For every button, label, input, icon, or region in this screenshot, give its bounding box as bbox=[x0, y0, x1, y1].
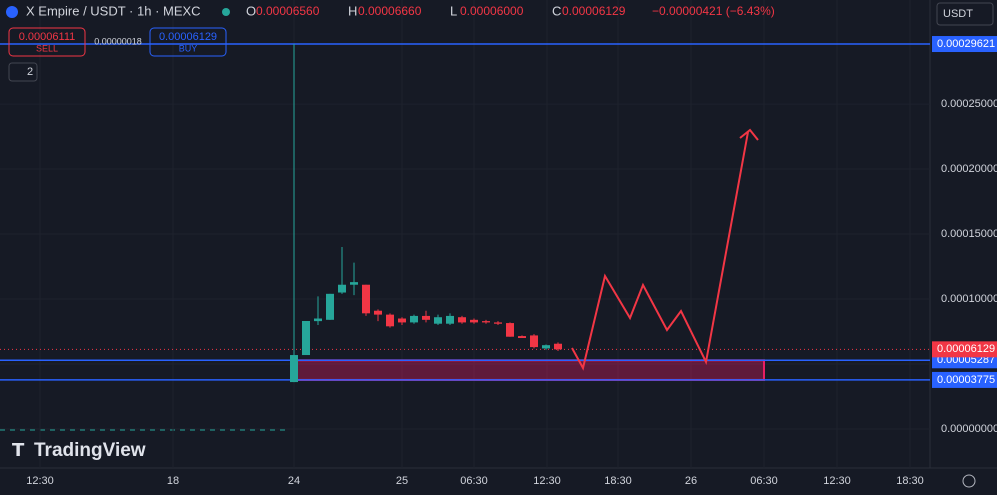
buy-label[interactable]: BUY bbox=[179, 43, 198, 53]
chart-title: X Empire / USDT · 1h · MEXC bbox=[26, 3, 201, 18]
x-tick-label: 18:30 bbox=[896, 475, 924, 487]
candle-body bbox=[326, 293, 334, 320]
candle-body bbox=[398, 318, 406, 323]
indicator-toggle[interactable] bbox=[8, 62, 38, 82]
ohlc-value: 0.00006129 bbox=[562, 4, 626, 18]
price-tag-label: 0.00029621 bbox=[937, 38, 995, 50]
candle-body bbox=[530, 335, 538, 348]
candle-body bbox=[350, 282, 358, 285]
sell-button[interactable] bbox=[8, 27, 86, 57]
x-tick-label: 12:30 bbox=[533, 475, 561, 487]
indicator-count[interactable]: 2 bbox=[27, 66, 33, 78]
candle-body bbox=[374, 310, 382, 315]
sell-label[interactable]: SELL bbox=[36, 43, 58, 53]
x-tick-label: 18 bbox=[167, 475, 179, 487]
price-tag bbox=[932, 341, 997, 358]
candle-body bbox=[302, 320, 310, 356]
candle-body bbox=[422, 315, 430, 320]
brand: TradingView bbox=[34, 440, 146, 461]
y-tick-label: 0.00015000 bbox=[941, 228, 997, 240]
candle-body bbox=[506, 323, 514, 337]
brand-logo: 𝗧 bbox=[12, 440, 25, 460]
symbol-icon bbox=[6, 6, 18, 18]
price-tag-label: 0.00006129 bbox=[937, 343, 995, 355]
x-tick-label: 26 bbox=[685, 475, 697, 487]
currency-button[interactable] bbox=[936, 2, 994, 26]
y-tick-label: 0.00020000 bbox=[941, 163, 997, 175]
x-tick-label: 06:30 bbox=[460, 475, 488, 487]
zone bbox=[295, 359, 765, 381]
y-tick-label: 0.00025000 bbox=[941, 98, 997, 110]
price-tag bbox=[932, 36, 997, 53]
candle-body bbox=[554, 343, 562, 350]
spread: 0.00000018 bbox=[94, 36, 142, 46]
x-tick-label: 24 bbox=[288, 475, 300, 487]
ohlc-key: C bbox=[552, 3, 561, 18]
candle-body bbox=[470, 319, 478, 323]
x-tick-label: 12:30 bbox=[26, 475, 54, 487]
candle-body bbox=[446, 315, 454, 324]
candle-body bbox=[482, 321, 490, 323]
ohlc-key: O bbox=[246, 3, 256, 18]
x-tick-label: 06:30 bbox=[750, 475, 778, 487]
candle-body bbox=[458, 317, 466, 323]
buy-button[interactable] bbox=[149, 27, 227, 57]
currency[interactable]: USDT bbox=[943, 8, 973, 20]
candle-body bbox=[434, 317, 442, 324]
candle-body bbox=[542, 345, 550, 349]
candle-body bbox=[386, 314, 394, 327]
buy-price[interactable]: 0.00006129 bbox=[159, 31, 217, 43]
y-tick-label: 0.00010000 bbox=[941, 293, 997, 305]
candle-body bbox=[362, 284, 370, 314]
candle-body bbox=[494, 322, 502, 324]
settings-icon[interactable] bbox=[962, 474, 976, 488]
candle-body bbox=[290, 355, 298, 383]
x-tick-label: 25 bbox=[396, 475, 408, 487]
change: −0.00000421 (−6.43%) bbox=[652, 4, 775, 18]
status-dot bbox=[222, 8, 230, 16]
forecast-arrow bbox=[571, 128, 759, 371]
price-tag bbox=[932, 371, 997, 388]
ohlc-key: L bbox=[450, 3, 457, 18]
sell-price[interactable]: 0.00006111 bbox=[19, 31, 75, 43]
x-tick-label: 12:30 bbox=[823, 475, 851, 487]
ohlc-value: 0.00006660 bbox=[358, 4, 422, 18]
ohlc-value: 0.00006000 bbox=[460, 4, 524, 18]
candle-body bbox=[338, 284, 346, 293]
ohlc-key: H bbox=[348, 3, 357, 18]
candle-body bbox=[410, 315, 418, 323]
candle-body bbox=[314, 318, 322, 322]
x-tick-label: 18:30 bbox=[604, 475, 632, 487]
ohlc-value: 0.00006560 bbox=[256, 4, 320, 18]
candle-body bbox=[518, 336, 526, 339]
y-tick-label: 0.00000000 bbox=[941, 423, 997, 435]
price-tag-label: 0.00003775 bbox=[937, 374, 995, 386]
